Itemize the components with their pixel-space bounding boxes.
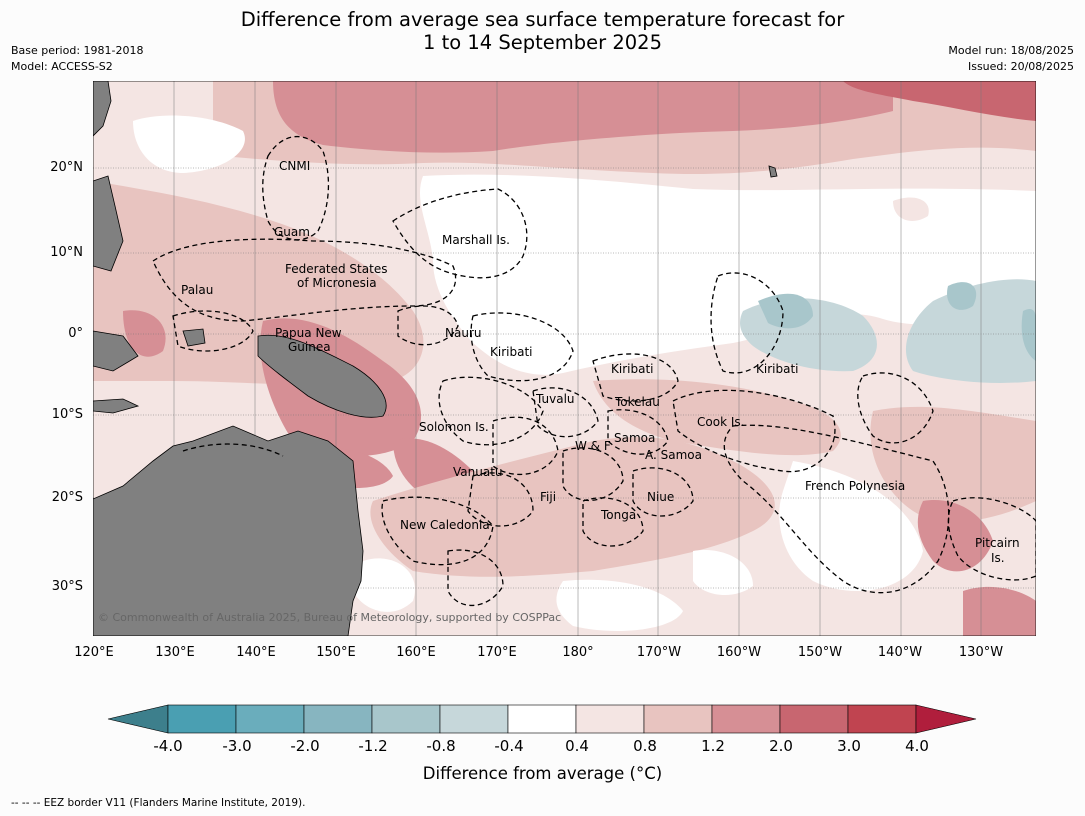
- cbar-tick-10: 3.0: [837, 737, 861, 755]
- lon-label-120e: 120°E: [74, 645, 114, 660]
- graticule: [173, 81, 982, 636]
- label-asamoa: A. Samoa: [645, 448, 702, 462]
- model-name: Model: ACCESS-S2: [11, 60, 113, 73]
- lon-label-150w: 150°W: [797, 645, 843, 660]
- hawaii: [768, 165, 778, 178]
- eez-borders: [152, 135, 1036, 607]
- label-vanuatu: Vanuatu: [453, 465, 503, 479]
- label-nauru: Nauru: [445, 326, 481, 340]
- label-pitcairn-1: Pitcairn: [975, 536, 1020, 550]
- cbar-tick-7: 0.8: [633, 737, 657, 755]
- label-marshall: Marshall Is.: [442, 233, 510, 247]
- cbar-tick-11: 4.0: [905, 737, 929, 755]
- lon-label-130w: 130°W: [958, 645, 1004, 660]
- base-period: Base period: 1981-2018: [11, 44, 144, 57]
- map-title: Difference from average sea surface temp…: [240, 8, 845, 31]
- new-guinea: [257, 334, 387, 418]
- lat-label-10n: 10°N: [50, 245, 83, 260]
- latitude-lines: [93, 167, 1036, 589]
- lat-label-10s: 10°S: [51, 407, 83, 422]
- colorbar-segment: [439, 704, 509, 734]
- label-samoa: Samoa: [614, 431, 655, 445]
- model-run: Model run: 18/08/2025: [948, 44, 1074, 57]
- philippines: [93, 175, 124, 272]
- colorbar-segment: [711, 704, 781, 734]
- lon-label-170e: 170°E: [477, 645, 517, 660]
- label-cook: Cook Is.: [697, 415, 744, 429]
- sst-anomaly-map[interactable]: CNMI Guam Marshall Is. Federated States …: [93, 81, 1036, 636]
- lon-label-130e: 130°E: [155, 645, 195, 660]
- colorbar-extend-high: [915, 704, 977, 734]
- colorbar-segment: [643, 704, 713, 734]
- colorbar: [107, 704, 977, 734]
- label-pitcairn-2: Is.: [991, 551, 1005, 565]
- cbar-tick-2: -2.0: [290, 737, 320, 755]
- lat-label-20s: 20°S: [51, 490, 83, 505]
- lon-label-180: 180°: [562, 645, 594, 660]
- colorbar-segment: [575, 704, 645, 734]
- label-kiribati-central: Kiribati: [611, 362, 653, 376]
- label-tokelau: Tokelau: [614, 395, 660, 409]
- taiwan-area: [93, 81, 112, 137]
- sulawesi: [93, 330, 139, 372]
- cbar-tick-4: -0.8: [426, 737, 456, 755]
- cbar-tick-3: -1.2: [358, 737, 388, 755]
- cbar-tick-0: -4.0: [153, 737, 183, 755]
- region-labels: CNMI Guam Marshall Is. Federated States …: [181, 159, 1020, 565]
- lat-label-30s: 30°S: [51, 579, 83, 594]
- cbar-tick-5: -0.4: [494, 737, 524, 755]
- label-png-2: Guinea: [288, 340, 331, 354]
- colorbar-title: Difference from average (°C): [422, 764, 663, 783]
- copyright-notice: © Commonwealth of Australia 2025, Bureau…: [98, 611, 561, 624]
- label-fsm-1: Federated States: [285, 262, 387, 276]
- label-cnmi: CNMI: [279, 159, 310, 173]
- label-palau: Palau: [181, 283, 213, 297]
- label-tonga: Tonga: [600, 508, 636, 522]
- label-tuvalu: Tuvalu: [535, 392, 575, 406]
- label-kiribati-east: Kiribati: [756, 362, 798, 376]
- cbar-tick-9: 2.0: [769, 737, 793, 755]
- cbar-tick-6: 0.4: [565, 737, 589, 755]
- lon-label-160w: 160°W: [716, 645, 762, 660]
- colorbar-segment: [303, 704, 373, 734]
- label-new-caledonia: New Caledonia: [400, 518, 490, 532]
- issued-date: Issued: 20/08/2025: [967, 60, 1074, 73]
- label-solomon: Solomon Is.: [419, 420, 489, 434]
- label-french-polynesia: French Polynesia: [805, 479, 905, 493]
- map-subtitle: 1 to 14 September 2025: [423, 31, 662, 54]
- lon-label-140w: 140°W: [877, 645, 923, 660]
- colorbar-segment: [167, 704, 237, 734]
- australia: [93, 425, 364, 636]
- lat-label-20n: 20°N: [50, 160, 83, 175]
- label-png-1: Papua New: [275, 326, 342, 340]
- label-wf: W & F: [575, 439, 611, 453]
- cbar-tick-8: 1.2: [701, 737, 725, 755]
- label-guam: Guam: [274, 225, 310, 239]
- colorbar-segment: [507, 704, 577, 734]
- colorbar-segment: [847, 704, 917, 734]
- lat-label-eq: 0°: [68, 326, 83, 341]
- landmasses: [93, 81, 778, 636]
- label-fsm-2: of Micronesia: [297, 276, 377, 290]
- cbar-tick-1: -3.0: [222, 737, 252, 755]
- lon-label-150e: 150°E: [316, 645, 356, 660]
- lon-label-140e: 140°E: [236, 645, 276, 660]
- lon-label-160e: 160°E: [396, 645, 436, 660]
- colorbar-segment: [779, 704, 849, 734]
- label-fiji: Fiji: [540, 490, 556, 504]
- lon-label-170w: 170°W: [636, 645, 682, 660]
- colorbar-segment: [371, 704, 441, 734]
- label-niue: Niue: [647, 490, 674, 504]
- colorbar-segment: [235, 704, 305, 734]
- label-kiribati-west: Kiribati: [490, 345, 532, 359]
- colorbar-extend-low: [107, 704, 169, 734]
- eez-footnote: -- -- -- EEZ border V11 (Flanders Marine…: [11, 797, 306, 809]
